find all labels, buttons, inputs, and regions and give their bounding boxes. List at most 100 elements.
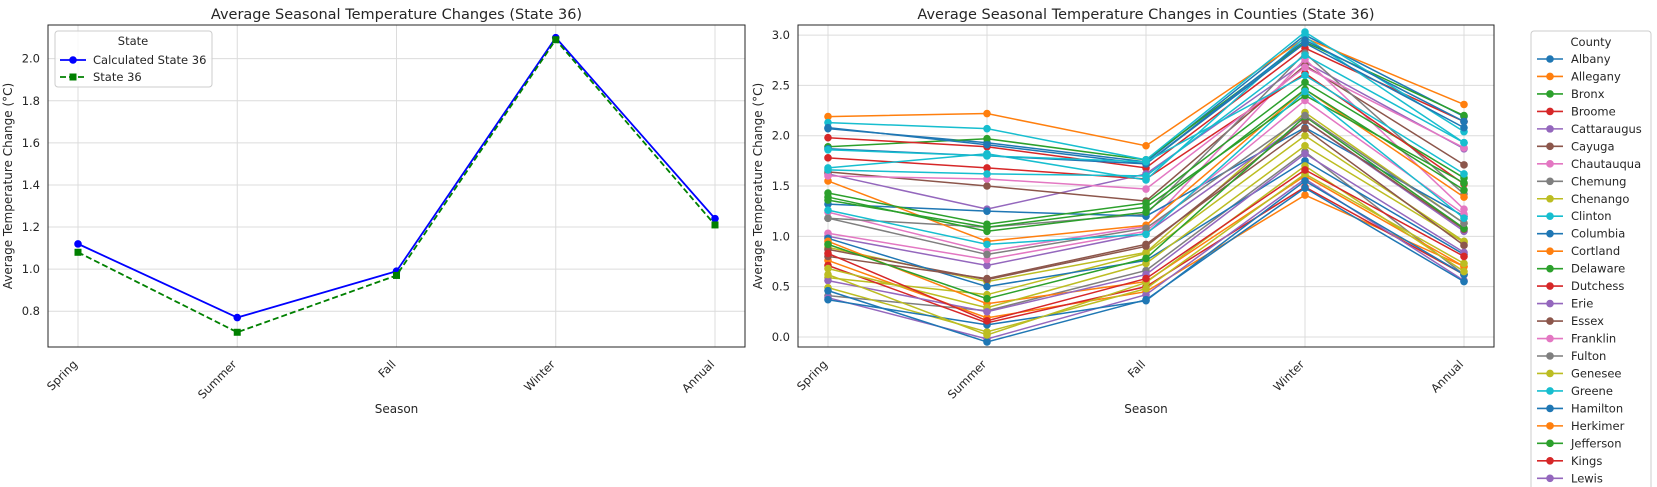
data-point <box>1142 240 1150 249</box>
data-point <box>824 276 832 285</box>
data-point <box>1142 185 1150 193</box>
y-tick-label: 1.4 <box>22 178 40 192</box>
data-point <box>824 123 832 132</box>
legend-label: Jefferson <box>1570 436 1622 450</box>
data-point <box>983 207 991 215</box>
chart-panel-2: 0.0 0.5 1.0 1.5 2.0 2.5 3.0 Spring Summer Fall Win… <box>751 7 1652 487</box>
x-tick-label: Annual <box>1428 357 1466 395</box>
x-tick-label: Summer <box>945 357 990 402</box>
legend-label: Herkimer <box>1571 419 1625 433</box>
legend-marker <box>1546 229 1554 238</box>
legend-label: Clinton <box>1571 209 1612 223</box>
legend-marker <box>1546 107 1554 116</box>
data-point <box>1301 131 1309 140</box>
data-point <box>983 317 991 325</box>
chart-title: Average Seasonal Temperature Changes in … <box>917 7 1374 23</box>
x-axis-label: Season <box>1124 402 1168 416</box>
legend-label: Dutchess <box>1571 279 1624 293</box>
legend-label: Chemung <box>1571 174 1626 188</box>
legend-label: Chautauqua <box>1571 157 1641 171</box>
data-point <box>824 145 832 154</box>
data-point <box>1460 161 1468 169</box>
data-point <box>711 221 719 229</box>
series-unlabeled-41 <box>824 87 1468 249</box>
data-point <box>1460 214 1468 222</box>
x-tick-label: Annual <box>679 357 717 395</box>
data-point <box>1142 224 1150 233</box>
legend-label: Lewis <box>1571 471 1603 485</box>
legend-marker <box>1546 125 1554 133</box>
data-point <box>1301 36 1309 44</box>
data-point <box>824 295 832 304</box>
data-point <box>233 328 241 336</box>
data-point <box>1301 191 1309 199</box>
data-point <box>983 282 991 291</box>
data-point <box>1460 193 1468 201</box>
data-point <box>1142 203 1150 211</box>
y-tick-label: 2.0 <box>22 52 40 66</box>
legend-marker <box>1546 352 1554 360</box>
y-tick-label: 0.8 <box>22 304 40 318</box>
data-point <box>983 134 991 143</box>
chart-panel-1: 0.8 1.0 1.2 1.4 1.6 1.8 2.0 Spring Summer Fall Win… <box>1 7 746 416</box>
data-point <box>824 172 832 180</box>
data-point <box>74 240 82 248</box>
legend-label: Cortland <box>1571 244 1620 258</box>
series-unlabeled-40 <box>824 111 1468 259</box>
series-unlabeled-30 <box>824 51 1468 180</box>
data-point <box>1301 78 1309 87</box>
data-point <box>1460 267 1468 276</box>
chart-title: Average Seasonal Temperature Changes (St… <box>211 7 582 23</box>
data-point <box>711 214 719 223</box>
legend-label: Essex <box>1571 314 1604 328</box>
data-point <box>824 240 832 249</box>
data-point <box>983 338 991 346</box>
legend-box <box>54 30 213 88</box>
legend: State Calculated State 36 State 36 <box>54 30 213 88</box>
y-tick-label: 1.6 <box>22 136 40 150</box>
x-tick-label: Fall <box>375 357 398 380</box>
data-point <box>1142 295 1150 304</box>
y-axis-label: Average Temperature Change (°C) <box>751 83 765 289</box>
legend-marker <box>1546 160 1554 168</box>
data-point <box>1301 150 1309 158</box>
legend-marker <box>1546 439 1554 448</box>
data-point <box>824 154 832 162</box>
legend-title: State <box>118 34 148 48</box>
data-point <box>1301 111 1309 120</box>
data-point <box>1301 124 1309 133</box>
data-point <box>983 164 991 172</box>
legend-label: Genesee <box>1571 366 1622 380</box>
data-point <box>1460 117 1468 126</box>
legend-marker <box>1546 299 1554 308</box>
data-point <box>1460 170 1468 178</box>
series-state-36 <box>74 36 719 336</box>
data-point <box>1142 284 1150 293</box>
legend-label: Hamilton <box>1571 401 1623 415</box>
legend-label: Allegany <box>1571 69 1621 83</box>
data-point <box>1301 63 1309 72</box>
data-point <box>552 36 560 44</box>
data-point <box>983 182 991 190</box>
x-tick-label: Summer <box>195 357 240 402</box>
legend-marker <box>69 56 77 64</box>
y-tick-label: 1.2 <box>22 220 40 234</box>
legend-marker <box>1546 55 1554 63</box>
y-tick-label: 2.0 <box>772 129 790 143</box>
data-point <box>1460 138 1468 147</box>
legend-label: Franklin <box>1571 332 1616 346</box>
data-point <box>983 109 991 118</box>
data-point <box>1460 123 1468 132</box>
y-tick-label: 3.0 <box>772 28 790 42</box>
data-point <box>1142 254 1150 263</box>
legend-label: Greene <box>1571 384 1613 398</box>
legend-marker <box>1546 334 1554 343</box>
legend-marker <box>1546 282 1554 290</box>
data-point <box>824 206 832 214</box>
data-point <box>824 133 832 142</box>
x-tick-label: Spring <box>794 357 830 393</box>
legend-marker <box>1546 90 1554 98</box>
legend-label: Calculated State 36 <box>93 53 206 67</box>
plot-frame <box>797 24 1495 348</box>
data-point <box>1460 179 1468 187</box>
